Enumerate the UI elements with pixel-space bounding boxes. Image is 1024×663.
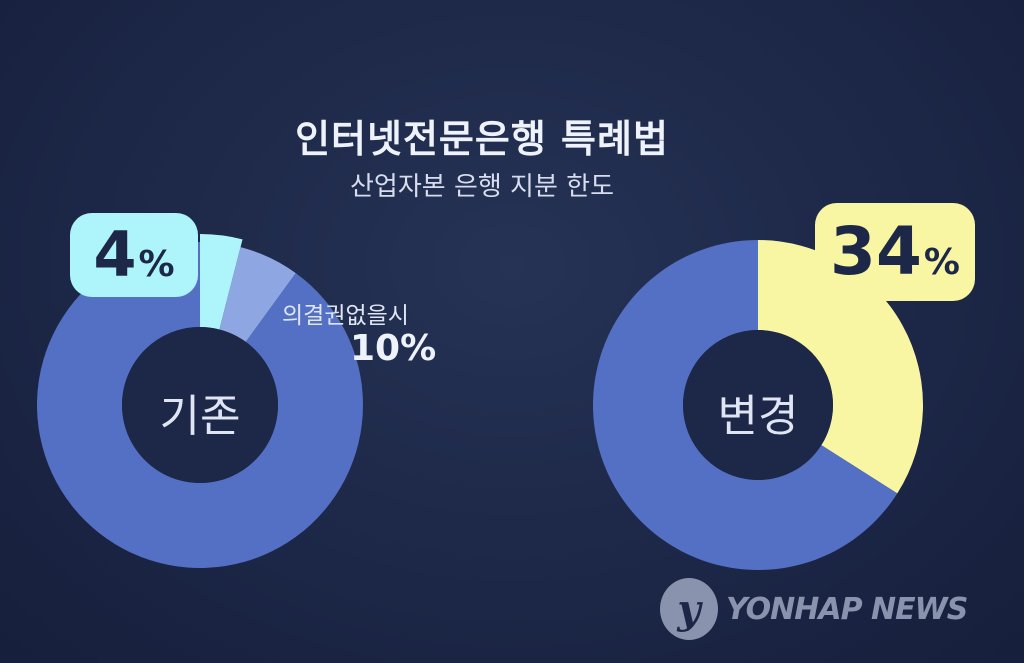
annotation-value: 10%: [350, 328, 437, 369]
chart-title: 인터넷전문은행 특례법: [295, 117, 669, 161]
donut-hole: [122, 327, 278, 483]
donut-slice: [200, 234, 243, 330]
badge-right-value: 34: [830, 213, 922, 290]
yonhap-logo-icon: y: [660, 578, 718, 640]
badge-left: 4%: [70, 213, 198, 297]
yonhap-logo: y YONHAP NEWS: [660, 578, 968, 640]
badge-left-value: 4: [93, 218, 137, 291]
logo-text: YONHAP NEWS: [726, 591, 968, 627]
donut-slice: [36, 242, 363, 568]
center-label-right: 변경: [717, 391, 799, 442]
donut-hole: [683, 330, 833, 480]
donut-slice: [219, 247, 296, 342]
badge-right: 34%: [815, 203, 975, 301]
percent-sign: %: [138, 244, 175, 285]
annotation-text: 의결권없을시: [282, 303, 409, 329]
percent-sign: %: [923, 242, 960, 283]
donut-slice: [593, 240, 898, 570]
center-label-left: 기존: [159, 391, 241, 442]
donut-right: [593, 240, 923, 570]
donut-slice: [758, 240, 923, 494]
chart-subtitle: 산업자본 은행 지분 한도: [350, 172, 614, 202]
donut-left: [36, 234, 363, 568]
